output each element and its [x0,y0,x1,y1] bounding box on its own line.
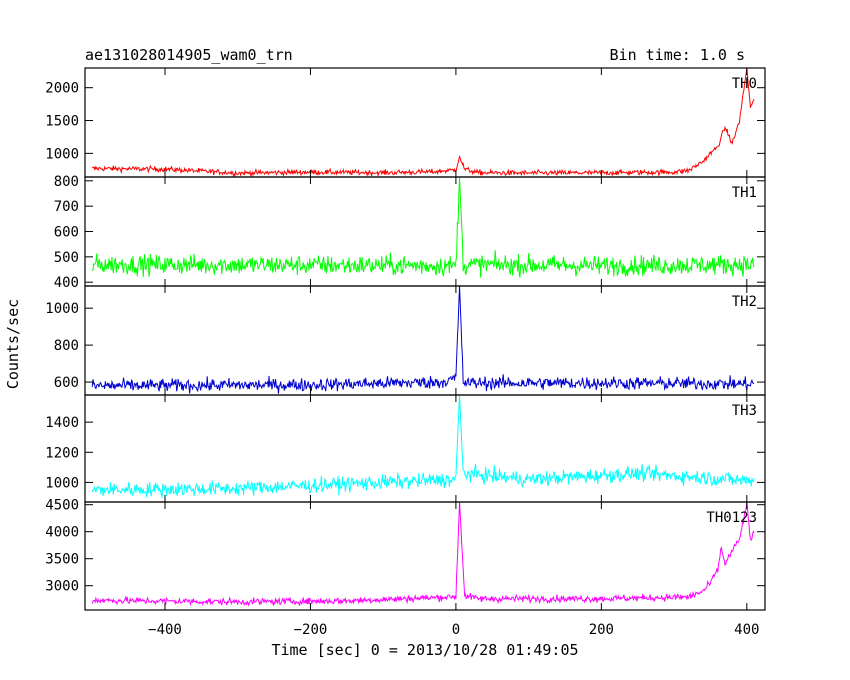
panel-label: TH0 [732,76,757,92]
x-axis: −400 −200 0 200 400 [148,622,759,638]
x-tick-label: 400 [734,622,759,638]
y-tick-label: 1400 [45,415,79,431]
panel-frame [84,501,766,611]
y-tick-label: 800 [54,338,79,354]
panel-th0123: 3000 3500 4000 4500 TH0123 [45,498,766,611]
y-tick-label: 3000 [45,579,79,595]
y-tick-label: 2000 [45,81,79,97]
y-tick-label: 3500 [45,552,79,568]
y-tick-label: 1500 [45,114,79,130]
series-line-th2 [91,286,755,394]
y-tick-label: 1000 [45,301,79,317]
series-line-th3 [91,395,755,499]
panel-frame [84,67,766,178]
panel-th1: 400 500 600 700 800 TH1 [54,174,766,291]
y-axis-label: Counts/sec [4,299,22,389]
y-tick-label: 1000 [45,475,79,491]
x-tick-label: 0 [452,622,460,638]
panel-frame [84,394,766,503]
y-tick-label: 4000 [45,525,79,541]
x-tick-label: −200 [294,622,328,638]
panel-label: TH0123 [706,510,757,526]
bin-time-label: Bin time: 1.0 s [610,46,745,64]
panel-label: TH1 [732,185,757,201]
y-tick-label: 1200 [45,445,79,461]
y-tick-label: 500 [54,250,79,266]
x-tick-label: 200 [589,622,614,638]
y-tick-label: 700 [54,199,79,215]
series-line-th0123 [91,502,755,607]
y-tick-label: 600 [54,375,79,391]
panel-label: TH2 [732,294,757,310]
y-tick-label: 1000 [45,146,79,162]
panel-label: TH3 [732,403,757,419]
x-tick-label: −400 [148,622,182,638]
panel-th2: 600 800 1000 TH2 [45,285,766,396]
x-axis-label: Time [sec] 0 = 2013/10/28 01:49:05 [271,641,578,659]
series-line-th0 [92,68,755,177]
chart-title: ae131028014905_wam0_trn [85,46,293,64]
panel-th3: 1000 1200 1400 TH3 [45,394,766,503]
panel-th0: 1000 1500 2000 TH0 [45,67,766,178]
y-tick-label: 600 [54,225,79,241]
y-tick-label: 4500 [45,498,79,514]
y-tick-label: 400 [54,275,79,291]
y-tick-label: 800 [54,174,79,190]
series-line-th1 [91,177,755,278]
